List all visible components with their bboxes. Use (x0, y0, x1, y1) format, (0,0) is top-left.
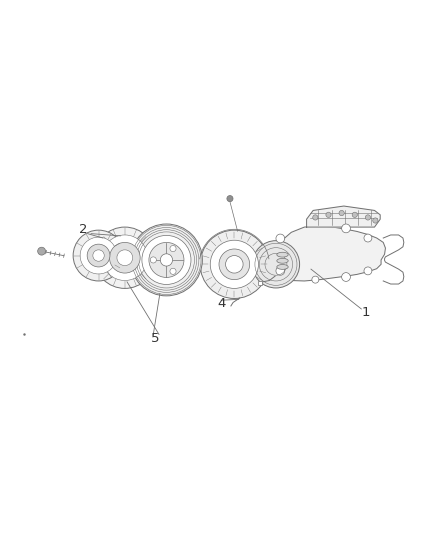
Circle shape (38, 247, 46, 255)
Text: 2: 2 (79, 223, 88, 236)
Circle shape (117, 250, 133, 265)
Circle shape (342, 224, 350, 233)
Polygon shape (276, 226, 385, 281)
Circle shape (210, 240, 258, 288)
Circle shape (131, 224, 202, 296)
Circle shape (342, 273, 350, 281)
Circle shape (150, 257, 156, 263)
Circle shape (73, 230, 124, 281)
Circle shape (170, 268, 176, 274)
Circle shape (110, 243, 140, 273)
Circle shape (80, 237, 117, 274)
Circle shape (364, 234, 372, 242)
Circle shape (149, 243, 184, 278)
Circle shape (219, 249, 250, 280)
Circle shape (252, 241, 300, 288)
Circle shape (373, 218, 378, 223)
Circle shape (227, 196, 233, 201)
Ellipse shape (277, 252, 288, 257)
Polygon shape (307, 206, 380, 227)
Circle shape (312, 276, 319, 283)
Circle shape (326, 212, 331, 217)
Circle shape (365, 215, 371, 220)
Circle shape (93, 250, 104, 261)
Circle shape (313, 215, 318, 220)
Circle shape (142, 236, 191, 285)
Circle shape (102, 235, 148, 280)
Text: 4: 4 (217, 297, 226, 310)
Ellipse shape (277, 259, 288, 263)
Circle shape (160, 254, 173, 266)
Polygon shape (258, 281, 262, 285)
Circle shape (364, 267, 372, 275)
Circle shape (352, 212, 357, 217)
Circle shape (226, 255, 243, 273)
Circle shape (170, 246, 176, 252)
Circle shape (87, 244, 110, 267)
Circle shape (339, 211, 344, 216)
Circle shape (276, 266, 285, 275)
Circle shape (200, 230, 268, 298)
Text: 1: 1 (361, 306, 370, 319)
Ellipse shape (277, 264, 288, 269)
Circle shape (94, 227, 155, 288)
Text: 5: 5 (151, 332, 160, 345)
Circle shape (276, 234, 285, 243)
